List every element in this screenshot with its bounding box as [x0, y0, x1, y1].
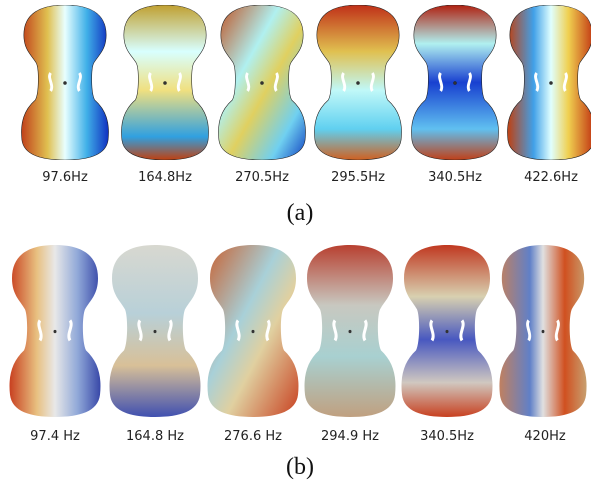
violin: [10, 245, 101, 417]
violin: [499, 245, 586, 417]
frequency-label: 97.4 Hz: [30, 429, 80, 444]
violin: [121, 5, 208, 160]
violin: [411, 5, 498, 160]
row-a: [21, 5, 591, 160]
frequency-label: 295.5Hz: [331, 170, 385, 185]
frequency-label: 97.6Hz: [42, 170, 88, 185]
frequency-label: 340.5Hz: [428, 170, 482, 185]
violin: [110, 245, 201, 417]
violin: [314, 5, 401, 160]
frequency-label: 270.5Hz: [235, 170, 289, 185]
frequency-label: 164.8 Hz: [126, 429, 184, 444]
frequency-label: 276.6 Hz: [224, 429, 282, 444]
figure: 97.6Hz 164.8Hz 270.5Hz 295.5Hz 340.5Hz 422.6H…: [0, 0, 591, 492]
violin: [21, 5, 108, 160]
frequency-label: 164.8Hz: [138, 170, 192, 185]
frequency-label: 422.6Hz: [524, 170, 578, 185]
violin: [402, 245, 493, 417]
panel-label: (b): [286, 454, 314, 480]
frequency-label: 420Hz: [524, 429, 566, 444]
violin: [507, 5, 591, 160]
frequency-label: 294.9 Hz: [321, 429, 379, 444]
frequency-label: 340.5Hz: [420, 429, 474, 444]
panel-label: (a): [287, 200, 314, 226]
row-b: [10, 245, 587, 417]
violin: [208, 245, 299, 417]
violin: [218, 5, 305, 160]
violin: [305, 245, 396, 417]
